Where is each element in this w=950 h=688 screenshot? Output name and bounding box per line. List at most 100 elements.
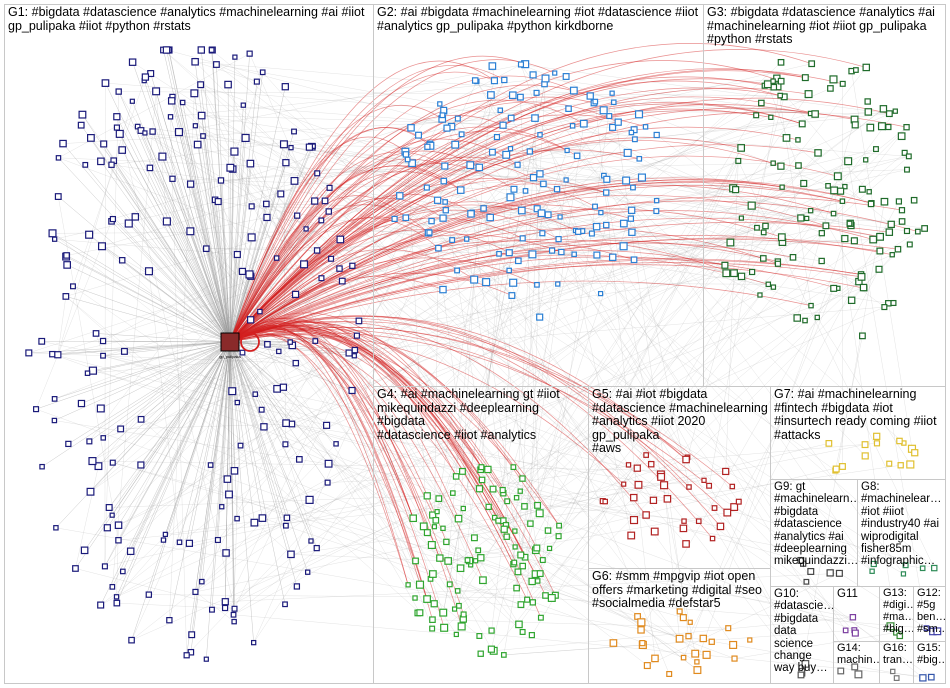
graph-node — [191, 58, 199, 66]
graph-node — [207, 462, 214, 468]
highlight-edge — [229, 114, 646, 343]
graph-node — [777, 233, 786, 242]
graph-node — [429, 616, 436, 623]
edge — [121, 149, 231, 343]
graph-node — [287, 550, 295, 559]
graph-node — [197, 111, 206, 120]
graph-node — [231, 618, 237, 625]
edge — [229, 131, 295, 343]
edge — [148, 341, 231, 595]
edge — [229, 341, 300, 460]
edge — [656, 200, 881, 238]
edge — [229, 341, 262, 410]
edge — [432, 619, 729, 629]
graph-node — [808, 60, 816, 68]
graph-node — [230, 611, 237, 618]
graph-node — [839, 80, 846, 87]
highlight-edge — [229, 315, 687, 460]
group-label-g5: G5: #ai #iot #bigdata #datascience #mach… — [592, 387, 768, 455]
highlight-edge — [229, 71, 495, 343]
graph-node — [454, 514, 463, 523]
edge — [145, 76, 231, 343]
graph-node — [355, 317, 363, 325]
graph-node — [499, 486, 506, 494]
group-panel-g12: G12: #5g ben… #sm… — [913, 586, 946, 642]
graph-node — [610, 99, 617, 106]
edge — [797, 119, 855, 319]
graph-node — [276, 348, 282, 355]
graph-node — [801, 660, 810, 668]
edge — [229, 341, 329, 464]
edge — [291, 423, 801, 561]
graph-node — [434, 509, 440, 515]
edge — [520, 64, 579, 232]
graph-node — [847, 296, 856, 305]
edge — [217, 201, 231, 343]
graph-node — [789, 254, 797, 261]
edge — [535, 183, 804, 551]
edge — [317, 162, 774, 174]
edge — [229, 341, 317, 549]
edge — [111, 164, 231, 343]
edge — [170, 116, 231, 343]
graph-node — [338, 277, 346, 285]
edge — [152, 131, 231, 343]
graph-node — [866, 189, 872, 195]
edge — [493, 617, 853, 652]
edge — [195, 132, 632, 593]
graph-node — [862, 63, 871, 72]
graph-node — [782, 134, 791, 142]
graph-node — [39, 463, 45, 470]
highlight-edge — [229, 96, 595, 343]
highlight-edge — [229, 97, 890, 343]
graph-node — [120, 347, 128, 355]
edge — [407, 159, 428, 533]
graph-node — [802, 317, 808, 324]
graph-node — [807, 207, 814, 214]
edge — [448, 512, 728, 562]
edge — [224, 108, 884, 609]
edge — [772, 81, 870, 192]
edge — [229, 341, 235, 609]
graph-node — [419, 522, 428, 531]
highlight-edge — [229, 329, 728, 513]
graph-node — [84, 370, 91, 376]
edge — [348, 352, 476, 561]
edge — [545, 78, 816, 115]
graph-node — [113, 124, 121, 131]
graph-node — [396, 192, 404, 200]
graph-node — [564, 147, 570, 154]
graph-node — [508, 91, 517, 100]
edge — [229, 151, 235, 343]
edge — [148, 271, 180, 543]
graph-node — [730, 269, 738, 278]
edge — [303, 190, 526, 265]
edge — [122, 341, 231, 572]
graph-node — [108, 161, 115, 168]
graph-node — [305, 143, 314, 151]
graph-node — [825, 182, 831, 189]
edge — [229, 341, 308, 573]
edge — [118, 238, 523, 541]
edge — [172, 178, 607, 193]
graph-node — [599, 106, 608, 115]
graph-node — [253, 78, 260, 85]
edge — [118, 341, 231, 541]
graph-node — [470, 534, 478, 542]
edge — [116, 341, 231, 597]
graph-node — [353, 332, 360, 339]
highlight-edge — [229, 200, 918, 343]
graph-node — [424, 143, 431, 150]
graph-node — [593, 251, 601, 259]
graph-node — [735, 498, 742, 505]
graph-node — [439, 214, 447, 222]
edge — [708, 81, 782, 486]
graph-node — [160, 537, 167, 543]
graph-node — [516, 93, 524, 101]
graph-node — [259, 69, 266, 76]
graph-node — [487, 645, 496, 653]
graph-node — [695, 518, 702, 525]
group-label-g2: G2: #ai #bigdata #machinelearning #iot #… — [377, 5, 699, 33]
graph-node — [507, 114, 515, 122]
highlight-edge — [229, 259, 862, 343]
